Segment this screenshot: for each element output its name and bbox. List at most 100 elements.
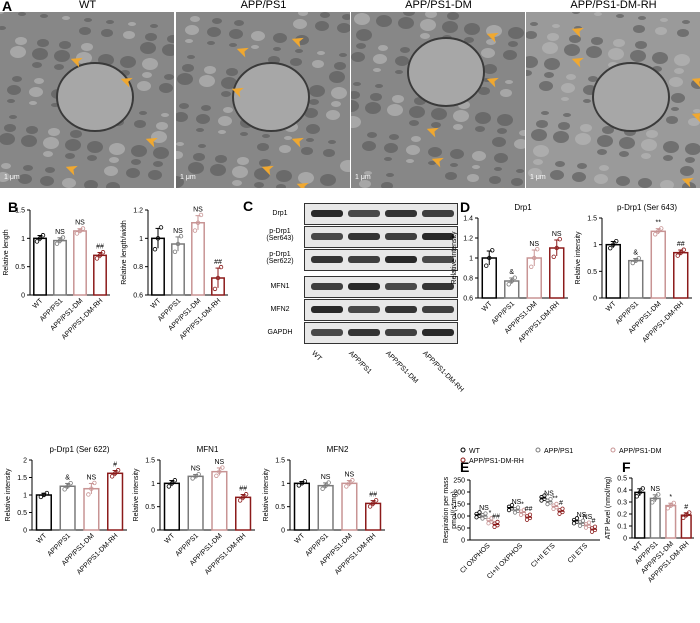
y-tick-label: 0 [21,293,25,300]
significance-label: ** [656,220,662,227]
blot-band [311,329,343,336]
blot-band [422,306,454,313]
data-point [62,487,67,492]
data-point [57,238,63,243]
data-point [515,505,521,510]
bar [171,243,185,296]
blot-protein-label: MFN1 [270,283,290,290]
y-tick-label: 1 [469,256,473,263]
data-point [190,476,195,481]
blot-band [311,233,343,240]
data-point [542,493,547,498]
data-point [512,507,518,512]
y-tick-label: 0.5 [17,510,27,517]
bar [665,504,677,539]
significance-label: # [113,462,117,469]
panel-letter: F [622,459,631,475]
blot-band [385,329,417,336]
y-tick-label: 0.8 [133,264,143,271]
y-tick-label: 1 [21,236,25,243]
blot-band [311,283,343,290]
x-tick-label: WT [32,297,45,310]
chart-title: Drp1 [514,203,532,212]
data-point [41,492,47,498]
y-axis-label: Relative intensity [133,468,140,521]
em-image-title: APP/PS1-DM [405,0,472,11]
blot-band [311,256,343,263]
data-point [490,248,495,253]
bar [634,491,646,539]
data-point [212,286,218,292]
y-tick-label: 0.4 [617,488,627,495]
data-point [653,232,658,237]
data-point [545,498,550,503]
data-point [484,263,489,268]
data-point [60,235,66,240]
blot-band [385,210,417,217]
bar [73,230,87,296]
significance-label: NS [193,207,203,214]
data-point [240,495,246,500]
data-point [574,516,580,521]
panel-letter: E [460,459,469,475]
blot-band [385,233,417,240]
data-point [521,507,527,512]
data-point [326,480,331,485]
significance-label: NS [75,220,85,227]
y-tick-label: 100 [453,514,465,521]
y-tick-label: 1.2 [133,208,143,215]
data-point [483,511,488,516]
y-tick-label: 0.5 [275,504,285,511]
chart-title: p-Drp1 (Ser 622) [49,445,109,454]
significance-label: & [65,474,70,481]
y-tick-label: 0 [281,528,285,535]
em-image-title: APP/PS1 [240,0,287,11]
y-tick-label: 0.5 [145,504,155,511]
data-point [92,480,97,486]
data-point [554,501,559,506]
y-tick-label: 150 [453,502,465,509]
y-axis-label: Relative length/width [121,220,128,285]
bar [673,251,689,299]
data-point [630,260,635,266]
x-tick-label: WT [294,532,307,545]
y-tick-label: 1 [23,493,27,500]
data-point [509,502,515,508]
data-point [196,472,201,477]
chart-title: MFN1 [197,445,219,454]
data-point [86,492,91,497]
data-point [551,503,556,508]
data-point [611,242,616,247]
blot-strip [304,322,458,344]
blot-protein-label: GAPDH [267,329,293,336]
data-point [634,494,639,499]
data-point [217,469,222,474]
blot-band [348,283,380,290]
x-tick-label: APP/PS1-DM-RH [517,300,561,344]
data-point [681,247,686,252]
data-point [97,253,103,258]
y-tick-label: 0.1 [617,524,627,531]
y-tick-label: 1.5 [17,475,27,482]
y-tick-label: 1.5 [587,216,597,223]
data-point [166,484,172,489]
data-point [158,225,164,230]
bar [211,470,228,531]
y-tick-label: 50 [457,526,465,533]
data-point [681,515,686,521]
y-axis-label: pmol/(s*mg) [451,491,458,529]
blot-band [422,283,454,290]
significance-label: ## [492,513,500,520]
blot-protein-label: p-Drp1 (Ser622) [266,251,294,265]
y-tick-label: 0 [593,296,597,303]
significance-label: NS [55,229,65,236]
data-point [687,510,692,515]
data-point [320,486,325,491]
blot-band [348,329,380,336]
data-point [518,509,524,514]
data-point [34,239,40,244]
data-point [323,483,328,488]
significance-label: * [669,494,672,501]
y-tick-label: 0.5 [587,269,597,276]
significance-label: ## [525,506,533,513]
